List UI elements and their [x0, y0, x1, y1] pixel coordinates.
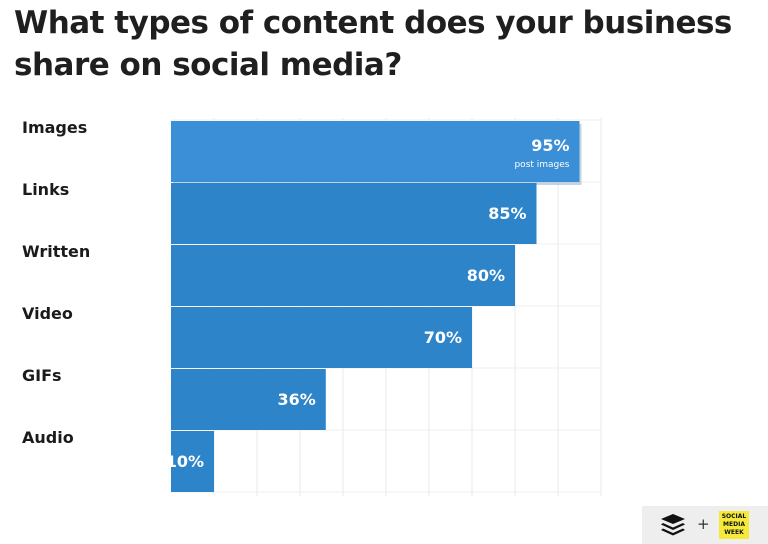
value-label: 80%: [467, 266, 505, 285]
value-label: 85%: [488, 204, 526, 223]
value-label: 95%: [531, 136, 569, 155]
badge-line: SOCIAL: [721, 513, 747, 520]
value-label: 10%: [166, 452, 204, 471]
plus-sign: +: [697, 515, 710, 533]
badge-line: MEDIA: [723, 521, 745, 528]
social-media-week-logo: SOCIAL MEDIA WEEK: [719, 511, 749, 539]
category-label: Audio: [22, 428, 74, 447]
value-label: 70%: [424, 328, 462, 347]
bar: [171, 307, 472, 368]
value-label: 36%: [278, 390, 316, 409]
buffer-layers-icon: [661, 514, 685, 536]
bar: [171, 183, 537, 244]
category-label: GIFs: [22, 366, 62, 385]
value-annotation: post images: [514, 160, 569, 170]
brand-logos: + SOCIAL MEDIA WEEK: [642, 506, 768, 544]
chart-title: What types of content does your business…: [14, 5, 732, 83]
badge-line: WEEK: [724, 529, 744, 536]
category-label: Images: [22, 118, 87, 137]
bar: [171, 121, 580, 182]
bar: [171, 245, 515, 306]
bar: [171, 431, 214, 492]
bar: [171, 369, 326, 430]
category-label: Video: [22, 304, 73, 323]
category-label: Written: [22, 242, 90, 261]
category-label: Links: [22, 180, 69, 199]
